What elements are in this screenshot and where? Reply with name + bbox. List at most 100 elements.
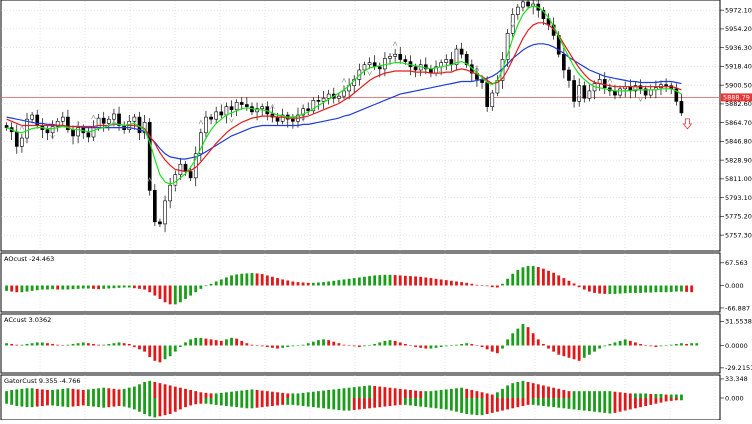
- accust-bar: [598, 345, 602, 349]
- accust-bar: [25, 343, 29, 346]
- gatorcust-bar-down: [393, 398, 397, 406]
- aocust-bar: [271, 276, 274, 286]
- accust-bar: [10, 343, 14, 346]
- fractal-down-icon: [229, 118, 234, 124]
- gatorcust-bar-down: [25, 398, 29, 408]
- aocust-y-tick-label: 0.000: [725, 282, 744, 290]
- gatorcust-bar-up: [521, 380, 525, 398]
- aocust-bar: [276, 278, 279, 286]
- gatorcust-bar-up: [541, 385, 545, 398]
- aocust-bar: [470, 283, 474, 286]
- gatorcust-bar-up: [363, 386, 366, 398]
- accust-bar: [148, 345, 152, 357]
- accust-bar: [46, 343, 49, 346]
- candle: [674, 88, 679, 102]
- candle: [643, 88, 648, 96]
- accust-bar: [659, 345, 663, 347]
- candle: [383, 58, 387, 70]
- candle: [132, 116, 137, 122]
- accust-bar: [603, 345, 607, 347]
- aocust-bar: [81, 285, 85, 289]
- aocust-title: AOcust -24.463: [4, 255, 54, 263]
- gatorcust-bar-up: [209, 393, 213, 398]
- accust-bar: [460, 343, 463, 346]
- accust-bar: [582, 345, 586, 358]
- fractal-up-icon: [147, 177, 153, 183]
- gatorcust-bar-up: [434, 390, 438, 398]
- aocust-bar: [56, 285, 60, 290]
- gatorcust-bar-down: [230, 398, 233, 407]
- gatorcust-bar-up: [495, 392, 499, 398]
- aocust-bar: [301, 282, 305, 286]
- gatorcust-bar-down: [644, 398, 648, 406]
- gatorcust-bar-up: [327, 390, 331, 398]
- gatorcust-bar-up: [117, 389, 121, 398]
- aocust-bar: [204, 285, 208, 287]
- gatorcust-bar-down: [455, 398, 458, 412]
- accust-bar: [567, 345, 571, 358]
- candle: [306, 108, 311, 112]
- price-y-tick-label: 5811.00: [725, 175, 752, 183]
- aocust-bar: [363, 276, 366, 286]
- gatorcust-bar-up: [286, 393, 290, 398]
- accust-bar: [15, 344, 19, 346]
- aocust-bar: [173, 285, 177, 305]
- gatorcust-bar-down: [588, 398, 591, 412]
- gatorcust-bar-down: [296, 398, 300, 406]
- gatorcust-bar-up: [398, 388, 402, 398]
- candle: [291, 118, 295, 122]
- aocust-bar: [541, 268, 545, 286]
- candle: [337, 95, 341, 99]
- candle: [30, 114, 34, 120]
- accust-bar: [628, 340, 632, 346]
- gatorcust-bar-down: [506, 398, 510, 410]
- accust-bar: [296, 345, 300, 346]
- accust-bar: [695, 343, 699, 346]
- accust-bar: [378, 342, 382, 346]
- candle: [618, 88, 622, 96]
- accust-bar: [572, 345, 576, 360]
- candle: [219, 111, 224, 116]
- gatorcust-bar-down: [286, 398, 290, 405]
- aocust-bar: [71, 285, 75, 290]
- gatorcust-bar-down: [388, 398, 392, 406]
- candle: [388, 56, 392, 59]
- aocust-bar: [138, 285, 141, 289]
- aocust-bar: [480, 285, 484, 286]
- candle: [505, 33, 510, 60]
- candle: [20, 137, 24, 147]
- accust-bar: [352, 345, 356, 347]
- accust-bar: [30, 343, 34, 346]
- gatorcust-bar-down: [434, 398, 438, 409]
- gatorcust-bar-up: [536, 384, 540, 398]
- gatorcust-bar-down: [76, 398, 80, 406]
- accust-y-tick-label: 31.5538: [725, 318, 752, 326]
- gatorcust-title: GatorCust 9.355 -4.766: [4, 377, 81, 385]
- accust-bar: [317, 340, 320, 346]
- aocust-bar: [317, 282, 320, 286]
- accust-bar: [117, 342, 121, 346]
- gatorcust-bar-down: [659, 398, 663, 403]
- gatorcust-bar-up: [383, 387, 387, 398]
- gatorcust-bar-up: [56, 389, 60, 398]
- price-y-tick-label: 5954.20: [725, 25, 752, 33]
- gatorcust-panel: [5, 380, 683, 418]
- gatorcust-bar-down: [403, 398, 407, 405]
- aocust-bar: [184, 285, 187, 299]
- gatorcust-bar-down: [623, 398, 627, 411]
- accust-bar: [219, 340, 223, 346]
- aocust-bar: [153, 285, 157, 296]
- gatorcust-bar-down: [122, 398, 126, 407]
- gatorcust-bar-down: [383, 398, 387, 407]
- aocust-bar: [132, 285, 136, 289]
- gatorcust-bar-down: [138, 398, 141, 412]
- aocust-bar: [61, 285, 65, 290]
- candle: [342, 90, 346, 97]
- accust-bar: [429, 345, 433, 349]
- aocust-bar: [337, 280, 341, 286]
- gatorcust-bar-up: [30, 388, 34, 398]
- candle: [413, 66, 418, 71]
- gatorcust-bar-up: [219, 392, 223, 398]
- ma-green-line: [6, 5, 682, 185]
- aocust-bar: [536, 267, 540, 286]
